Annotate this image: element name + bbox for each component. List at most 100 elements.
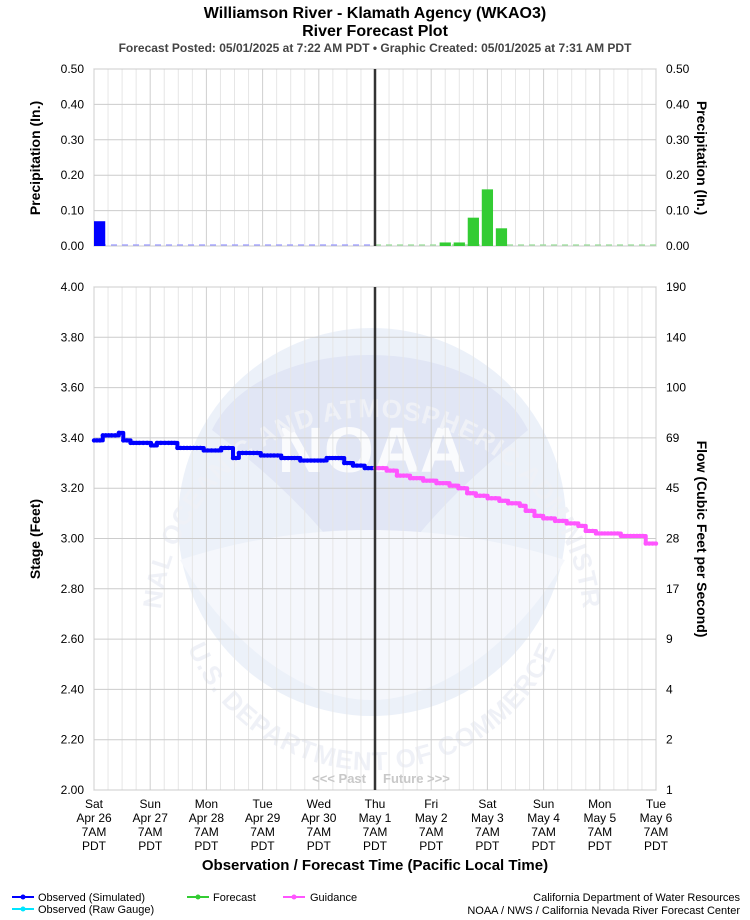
- precip-bars: [94, 189, 656, 246]
- precip-y-tick-right: 0.30: [666, 133, 690, 147]
- guidance-series-point: [612, 531, 617, 536]
- x-tick-line: Thu: [365, 797, 386, 811]
- svg-text:Guidance: Guidance: [310, 892, 357, 904]
- guidance-series-point: [621, 533, 627, 539]
- guidance-series-point: [538, 513, 543, 519]
- observed-series-point: [265, 453, 270, 458]
- guidance-series-point: [503, 498, 508, 503]
- x-tick-line: Sat: [478, 797, 497, 811]
- x-tick-line: 7AM: [138, 825, 163, 839]
- noaa-logo-text: NOAA: [278, 414, 466, 486]
- guidance-series-point: [434, 480, 439, 486]
- x-tick-line: PDT: [475, 839, 500, 853]
- x-tick-line: PDT: [82, 839, 107, 853]
- observed-series-point: [271, 453, 277, 458]
- guidance-series-point: [427, 478, 433, 483]
- precip-bar-forecast: [453, 242, 465, 246]
- guidance-series-point: [505, 501, 511, 506]
- precip-y-tick-left: 0.10: [61, 204, 85, 218]
- precip-bar-forecast: [495, 228, 508, 246]
- legend: Observed (Simulated) Observed (Raw Gauge…: [12, 892, 357, 916]
- observed-series-point: [308, 458, 314, 463]
- observed-series-point: [141, 440, 146, 446]
- flow-y-tick: 4: [666, 682, 673, 696]
- observed-series-point: [233, 455, 239, 461]
- flow-y-tick: 28: [666, 532, 680, 546]
- x-tick-line: Mon: [195, 797, 218, 811]
- flow-y-tick: 17: [666, 582, 680, 596]
- guidance-series-point: [646, 541, 652, 546]
- guidance-series-point: [625, 533, 630, 539]
- x-tick-line: 7AM: [644, 825, 669, 839]
- x-tick-line: May 2: [415, 811, 448, 825]
- guidance-series-point: [411, 475, 416, 481]
- guidance-series-point: [477, 493, 483, 498]
- precip-y-tick-right: 0.40: [666, 97, 690, 111]
- guidance-series-point: [493, 496, 498, 501]
- x-tick-line: PDT: [644, 839, 669, 853]
- observed-series-point: [295, 455, 300, 461]
- guidance-series-point: [398, 473, 403, 478]
- observed-series-point: [144, 440, 150, 446]
- stage-y-tick: 2.80: [61, 582, 85, 596]
- legend-observed-raw: Observed (Raw Gauge): [12, 904, 154, 916]
- x-tick-line: PDT: [251, 839, 276, 853]
- observed-series-point: [358, 463, 364, 468]
- observed-series-point: [113, 433, 118, 438]
- flow-y-tick: 69: [666, 431, 680, 445]
- observed-series-point: [261, 453, 267, 458]
- observed-series-point: [219, 445, 224, 451]
- x-tick-line: Sun: [533, 797, 554, 811]
- observed-series-point: [365, 465, 371, 471]
- svg-text:Observed (Raw Gauge): Observed (Raw Gauge): [38, 904, 154, 916]
- observed-series-point: [209, 448, 214, 453]
- guidance-series-point: [548, 516, 554, 521]
- legend-forecast: Forecast: [187, 892, 256, 904]
- guidance-series-point: [417, 475, 423, 481]
- guidance-series-point: [489, 496, 494, 501]
- guidance-series-point: [609, 531, 614, 536]
- legend-observed-simulated: Observed (Simulated): [12, 892, 145, 904]
- observed-series-point: [198, 445, 203, 451]
- chart-info-line: Forecast Posted: 05/01/2025 at 7:22 AM P…: [119, 41, 633, 55]
- observed-series-point: [305, 458, 310, 463]
- guidance-series-point: [387, 468, 393, 473]
- observed-series-point: [178, 445, 183, 451]
- observed-series-point: [121, 438, 126, 443]
- precip-right-axis-label: Precipitation (In.): [694, 101, 710, 215]
- stage-y-tick: 3.80: [61, 330, 85, 344]
- stage-y-tick: 4.00: [61, 280, 85, 294]
- observed-series-point: [354, 463, 360, 468]
- precip-y-tick-left: 0.30: [61, 133, 85, 147]
- observed-series-point: [240, 450, 245, 456]
- precip-y-tick-right: 0.50: [666, 62, 690, 76]
- guidance-series-point: [541, 516, 546, 521]
- observed-series-point: [226, 445, 231, 451]
- guidance-series-point: [520, 503, 525, 509]
- flow-y-tick: 140: [666, 330, 686, 344]
- precip-bar-forecast: [481, 189, 494, 246]
- guidance-series-point: [414, 475, 419, 481]
- guidance-series-point: [391, 468, 396, 473]
- observed-series-point: [275, 453, 280, 458]
- guidance-series-point: [430, 478, 436, 483]
- guidance-series-point: [628, 533, 633, 539]
- guidance-series-point: [376, 465, 382, 471]
- observed-series-point: [201, 448, 206, 453]
- x-tick-line: 7AM: [306, 825, 331, 839]
- guidance-series-point: [572, 521, 577, 526]
- x-tick-line: May 5: [583, 811, 616, 825]
- precip-bar-forecast: [467, 217, 479, 246]
- x-tick-line: May 3: [471, 811, 504, 825]
- guidance-series-point: [444, 480, 449, 486]
- guidance-series-point: [470, 491, 476, 496]
- past-label: <<< Past: [312, 771, 367, 786]
- guidance-series-point: [583, 528, 588, 534]
- flow-y-tick: 1: [666, 783, 673, 797]
- guidance-series-point: [404, 473, 410, 478]
- precip-y-tick-left: 0.00: [61, 239, 85, 253]
- flow-y-tick: 2: [666, 733, 673, 747]
- guidance-series-point: [615, 531, 620, 536]
